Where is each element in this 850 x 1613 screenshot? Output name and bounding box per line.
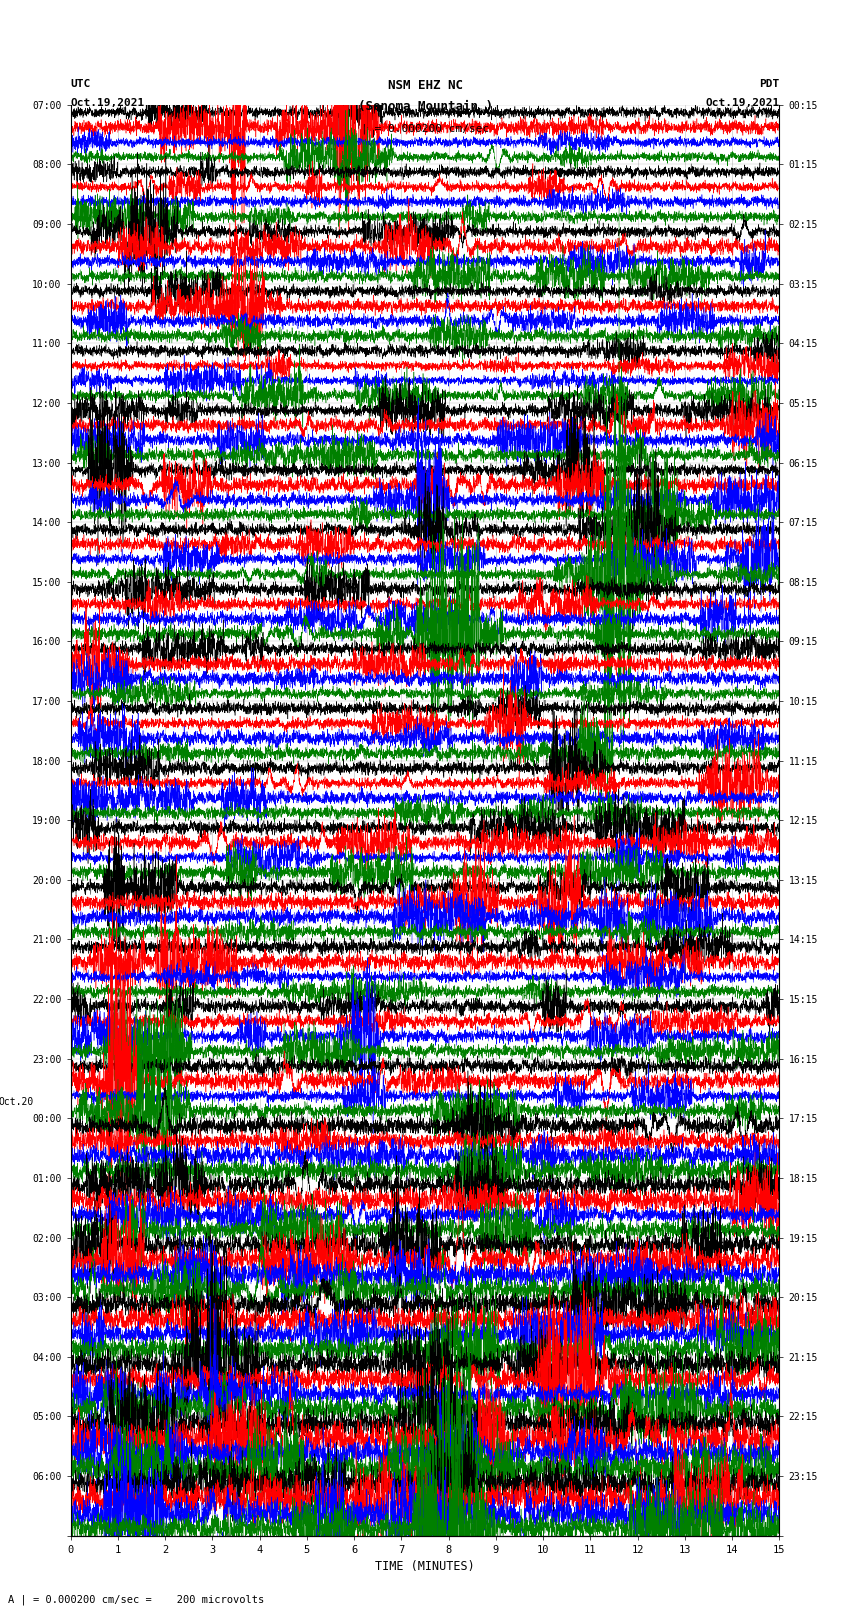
Text: A | = 0.000200 cm/sec =    200 microvolts: A | = 0.000200 cm/sec = 200 microvolts xyxy=(8,1594,264,1605)
Text: Oct.20: Oct.20 xyxy=(0,1097,34,1107)
X-axis label: TIME (MINUTES): TIME (MINUTES) xyxy=(375,1560,475,1573)
Text: PDT: PDT xyxy=(759,79,779,89)
Text: Oct.19,2021: Oct.19,2021 xyxy=(71,98,144,108)
Text: UTC: UTC xyxy=(71,79,91,89)
Text: NSM EHZ NC: NSM EHZ NC xyxy=(388,79,462,92)
Text: Oct.19,2021: Oct.19,2021 xyxy=(706,98,779,108)
Text: | = 0.000200 cm/sec: | = 0.000200 cm/sec xyxy=(361,123,489,134)
Text: (Sonoma Mountain ): (Sonoma Mountain ) xyxy=(358,100,492,113)
